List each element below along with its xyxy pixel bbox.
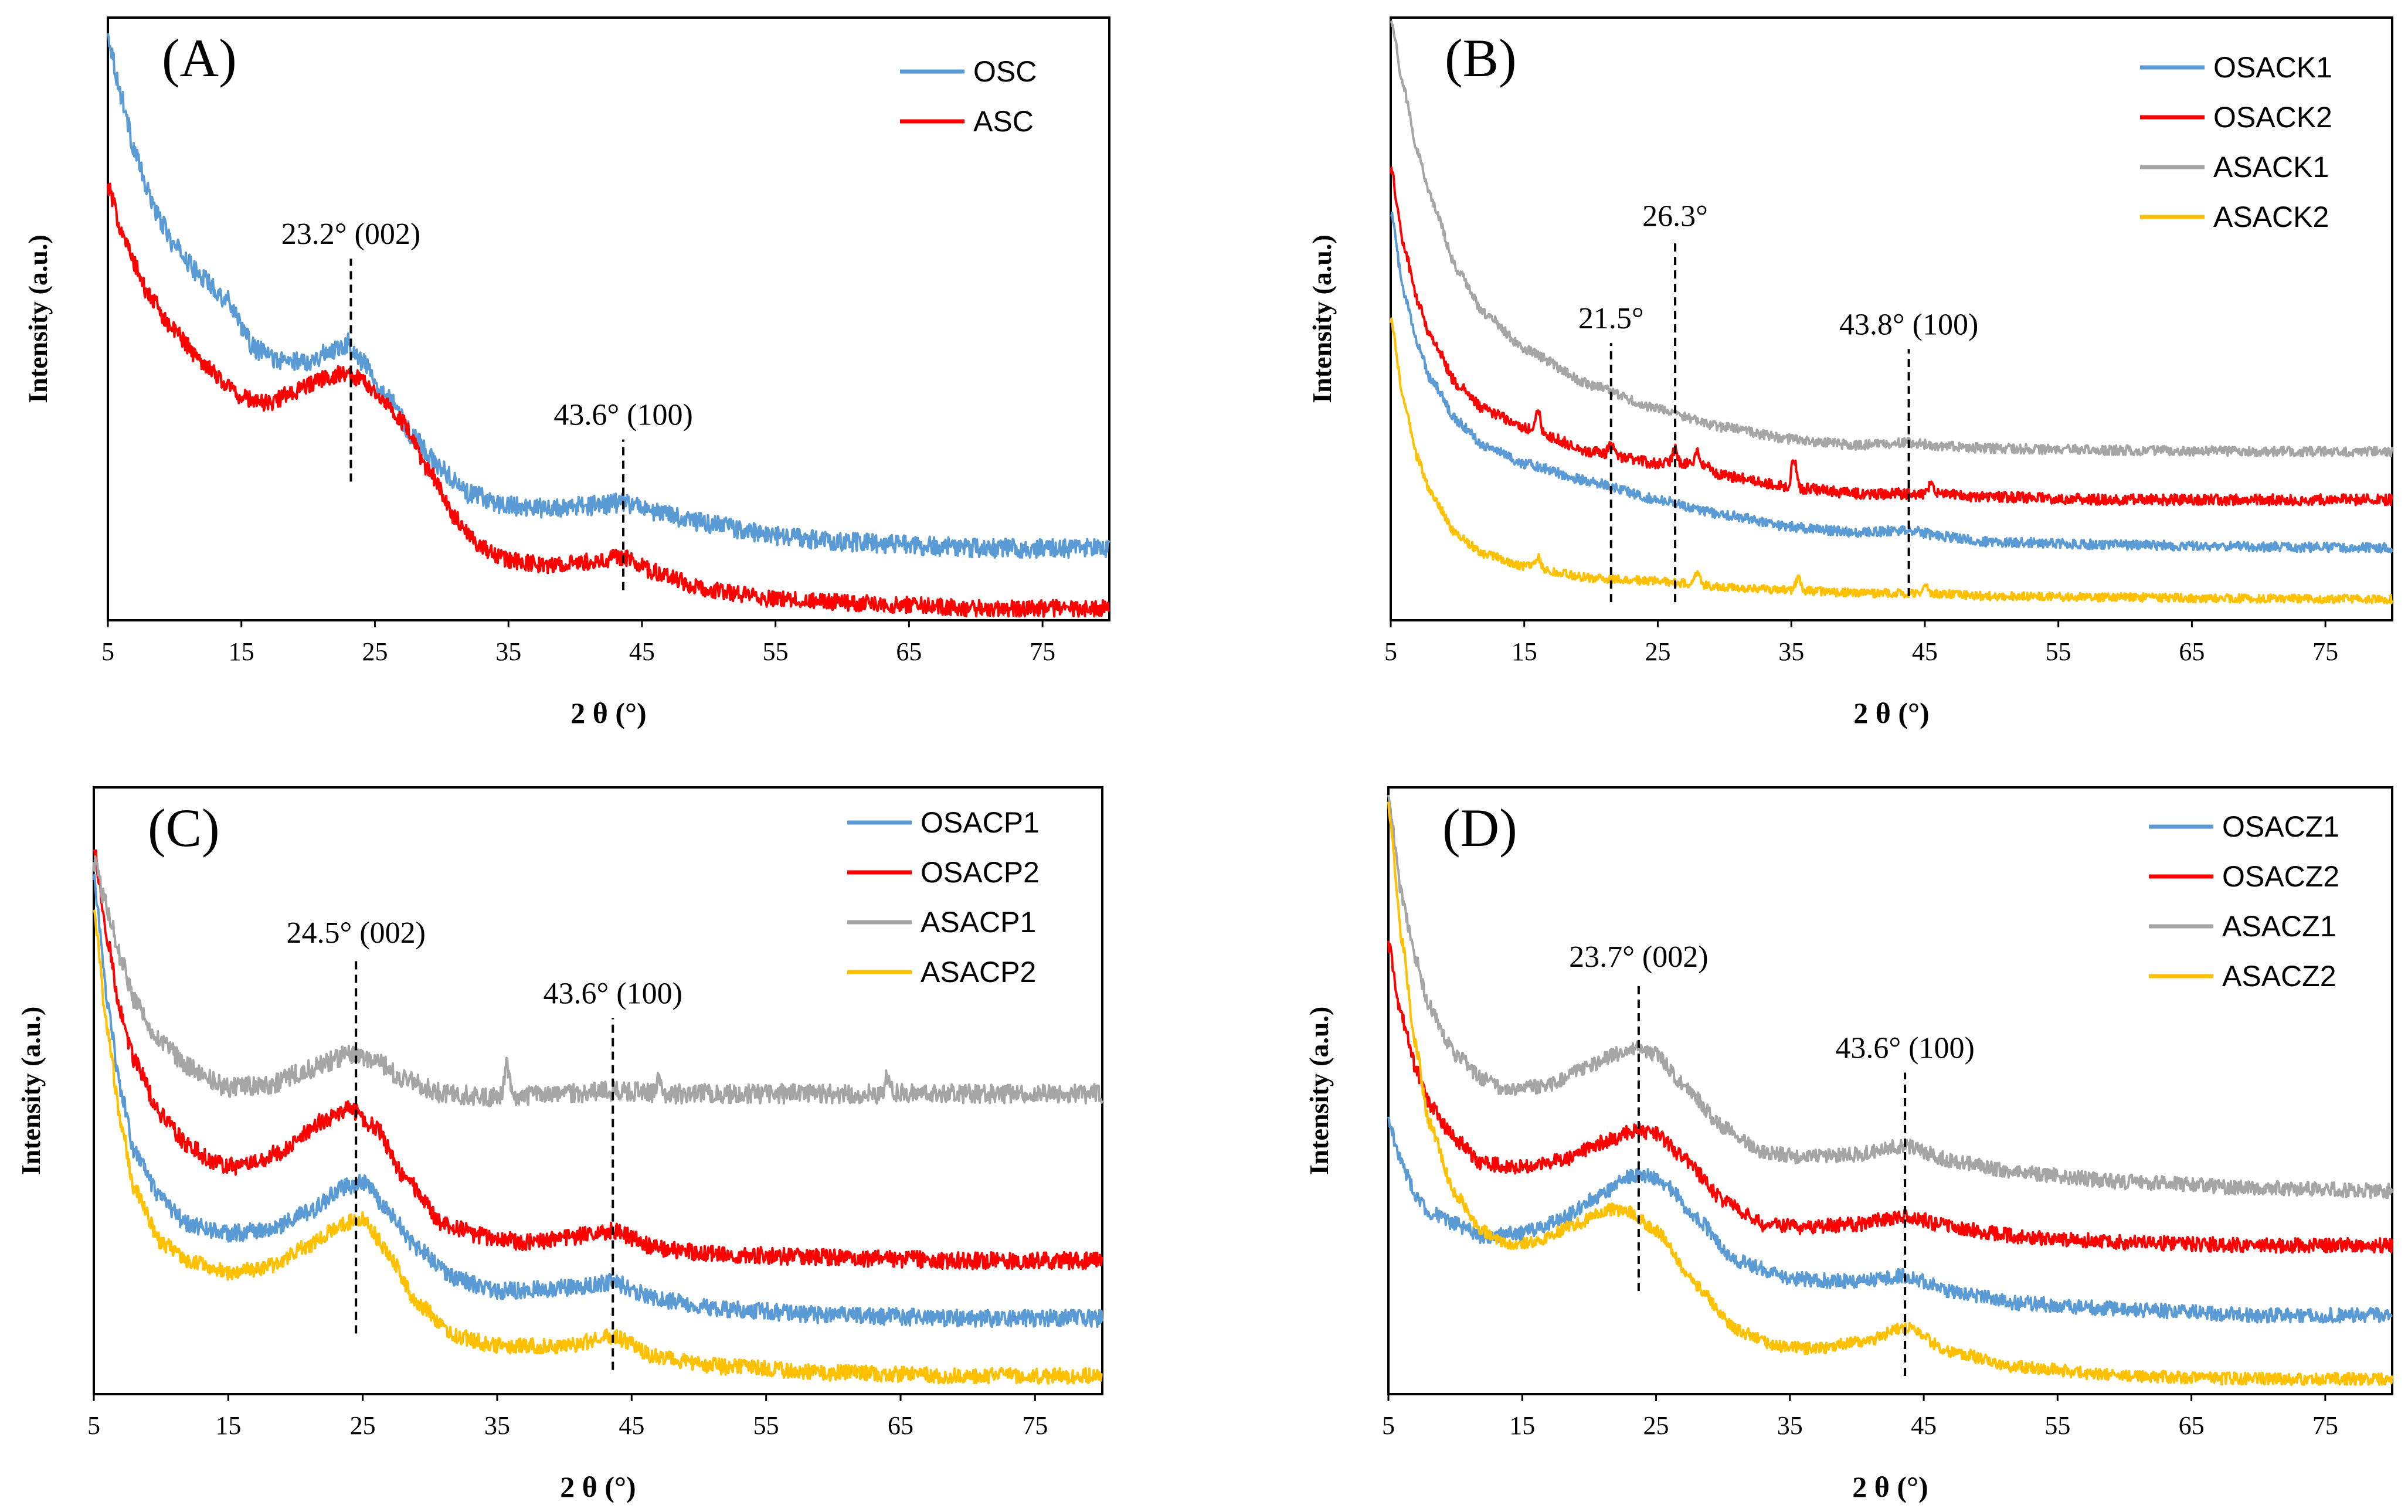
series-line-asacp1 xyxy=(93,855,1103,1107)
x-tick-label: 55 xyxy=(753,1411,779,1440)
x-tick-label: 25 xyxy=(1643,1411,1669,1440)
peak-annotation: 24.5° (002) xyxy=(286,916,425,950)
x-tick-label: 5 xyxy=(1384,637,1397,666)
legend-label: ASACZ2 xyxy=(2222,960,2336,993)
x-tick-label: 65 xyxy=(2179,1411,2205,1440)
x-tick-label: 25 xyxy=(362,637,388,666)
x-tick-label: 35 xyxy=(495,637,521,666)
x-tick-label: 15 xyxy=(229,637,254,666)
legend-label: OSC xyxy=(973,55,1037,88)
x-tick-label: 65 xyxy=(896,637,922,666)
plot-frame xyxy=(1387,786,2393,1395)
x-tick-label: 55 xyxy=(2044,1411,2070,1440)
chart-panel-c: 5 15 25 35 45 55 65 75 2 θ (°) Intensity (a.u.) (C… xyxy=(16,786,1103,1503)
x-axis-label: 2 θ (°) xyxy=(1852,1470,1928,1503)
legend-label: ASACP1 xyxy=(921,906,1036,939)
x-axis-label: 2 θ (°) xyxy=(560,1470,636,1503)
legend-label: OSACP2 xyxy=(921,856,1040,889)
legend-label: OSACZ1 xyxy=(2222,810,2339,843)
x-tick-label: 45 xyxy=(619,1411,644,1440)
x-tick-label: 65 xyxy=(888,1411,913,1440)
chart-panel-a: 5 15 25 35 45 55 65 75 2 θ (°) Intensity (a.u.) (A… xyxy=(23,16,1110,729)
x-tick-label: 25 xyxy=(1645,637,1670,666)
peak-annotation: 26.3° xyxy=(1642,199,1708,233)
peak-annotation: 43.6° (100) xyxy=(544,977,682,1010)
series-line-asack1 xyxy=(1390,20,2393,458)
series-line-asc xyxy=(107,182,1110,618)
peak-annotation: 23.2° (002) xyxy=(281,218,420,251)
x-tick-label: 25 xyxy=(350,1411,376,1440)
peak-annotation: 43.6° (100) xyxy=(553,399,692,432)
panel-label: (C) xyxy=(148,798,220,858)
x-tick-label: 35 xyxy=(484,1411,510,1440)
x-tick-label: 75 xyxy=(2312,1411,2338,1440)
plot-frame xyxy=(93,786,1103,1395)
x-tick-label: 15 xyxy=(1509,1411,1535,1440)
x-tick-label: 45 xyxy=(629,637,655,666)
series-line-osc xyxy=(107,33,1110,559)
x-tick-label: 45 xyxy=(1912,637,1938,666)
series-line-asacz1 xyxy=(1387,794,2393,1200)
x-axis-label: 2 θ (°) xyxy=(1853,696,1929,729)
y-axis-label: Intensity (a.u.) xyxy=(1304,1007,1334,1175)
x-tick-label: 5 xyxy=(1382,1411,1395,1440)
series-line-asack2 xyxy=(1390,317,2393,604)
peak-annotation: 43.6° (100) xyxy=(1835,1031,1974,1065)
chart-panel-d: 5 15 25 35 45 55 65 75 2 θ (°) Intensity (a.u.) (D… xyxy=(1304,786,2393,1503)
chart-panel-b: 5 15 25 35 45 55 65 75 2 θ (°) Intensity (a.u.) (B… xyxy=(1307,16,2393,729)
legend-label: OSACP1 xyxy=(921,806,1040,839)
x-tick-label: 45 xyxy=(1911,1411,1937,1440)
panel-label: (B) xyxy=(1445,28,1517,88)
x-tick-label: 15 xyxy=(1512,637,1537,666)
y-axis-label: Intensity (a.u.) xyxy=(23,235,53,403)
x-tick-label: 55 xyxy=(2046,637,2071,666)
plot-frame xyxy=(107,16,1110,621)
peak-annotation: 23.7° (002) xyxy=(1569,940,1708,974)
x-tick-label: 65 xyxy=(2179,637,2205,666)
x-tick-label: 15 xyxy=(215,1411,241,1440)
series-line-osacz1 xyxy=(1387,1116,2393,1324)
x-tick-label: 55 xyxy=(763,637,789,666)
series-line-osacp1 xyxy=(93,874,1103,1328)
x-tick-label: 35 xyxy=(1777,1411,1803,1440)
x-axis-label: 2 θ (°) xyxy=(570,696,646,729)
x-tick-label: 75 xyxy=(1030,637,1055,666)
x-tick-label: 75 xyxy=(1022,1411,1048,1440)
y-axis-label: Intensity (a.u.) xyxy=(1307,235,1337,403)
legend-label: OSACK1 xyxy=(2213,51,2332,84)
series-line-osack1 xyxy=(1390,211,2393,554)
y-axis-label: Intensity (a.u.) xyxy=(16,1007,46,1175)
peak-annotation: 21.5° xyxy=(1578,302,1644,335)
legend-label: ASACK1 xyxy=(2213,151,2329,184)
series-line-osacp2 xyxy=(93,849,1103,1270)
legend-label: ASC xyxy=(973,105,1034,138)
x-tick-label: 5 xyxy=(101,637,114,666)
legend-label: ASACK2 xyxy=(2213,201,2329,233)
legend-label: OSACK2 xyxy=(2213,101,2332,134)
legend-label: ASACP2 xyxy=(921,956,1036,988)
series-line-asacz2 xyxy=(1387,801,2393,1386)
legend-label: OSACZ2 xyxy=(2222,860,2339,893)
series-line-osack2 xyxy=(1390,167,2393,507)
x-tick-label: 75 xyxy=(2312,637,2338,666)
peak-annotation: 43.8° (100) xyxy=(1839,308,1978,341)
x-tick-label: 5 xyxy=(87,1411,100,1440)
series-line-asacp2 xyxy=(93,909,1103,1385)
x-tick-label: 35 xyxy=(1778,637,1804,666)
panel-label: (D) xyxy=(1442,798,1517,858)
series-line-osacz2 xyxy=(1387,940,2393,1254)
panel-label: (A) xyxy=(162,28,237,88)
legend-label: ASACZ1 xyxy=(2222,910,2336,943)
